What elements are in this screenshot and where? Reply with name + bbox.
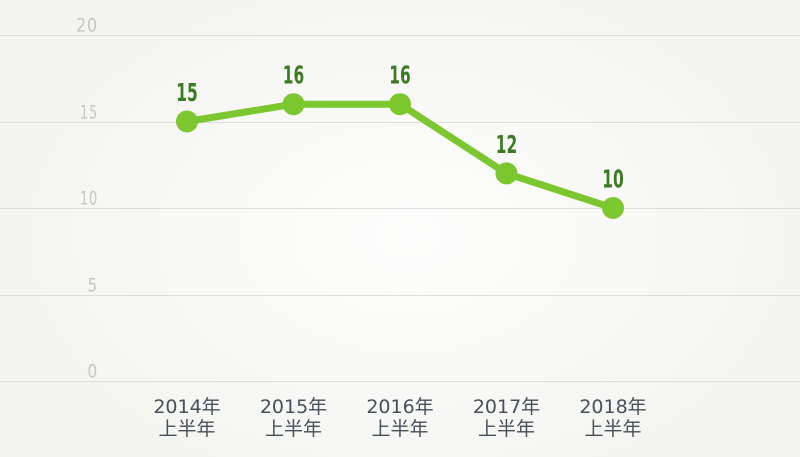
- x-label-line2: 上半年: [371, 418, 428, 440]
- y-tick-label-20: 20: [76, 15, 98, 37]
- series-line: [183, 100, 617, 212]
- data-point-3[interactable]: [495, 162, 518, 185]
- y-tick-label-0: 0: [88, 361, 99, 383]
- x-label-line1: 2014年: [153, 396, 220, 418]
- x-label-line1: 2016年: [366, 396, 433, 418]
- data-label-0: 15: [176, 78, 198, 107]
- data-label-3: 12: [496, 130, 518, 159]
- data-point-1[interactable]: [282, 93, 305, 116]
- x-label-line1: 2017年: [473, 396, 540, 418]
- x-label-line2: 上半年: [265, 418, 322, 440]
- y-tick-label-15: 15: [80, 102, 98, 124]
- y-tick-label-5: 5: [88, 275, 99, 297]
- x-label-line2: 上半年: [478, 418, 535, 440]
- data-point-0[interactable]: [176, 110, 198, 133]
- x-label-line2: 上半年: [584, 418, 641, 440]
- data-label-1: 16: [283, 61, 305, 90]
- x-label-line1: 2015年: [260, 396, 327, 418]
- y-tick-label-10: 10: [80, 188, 98, 210]
- data-point-4[interactable]: [602, 197, 624, 219]
- x-label-line2: 上半年: [158, 418, 215, 440]
- x-label-line1: 2018年: [579, 396, 646, 418]
- data-label-2: 16: [389, 61, 411, 90]
- data-point-2[interactable]: [389, 93, 411, 116]
- data-label-4: 10: [602, 165, 624, 194]
